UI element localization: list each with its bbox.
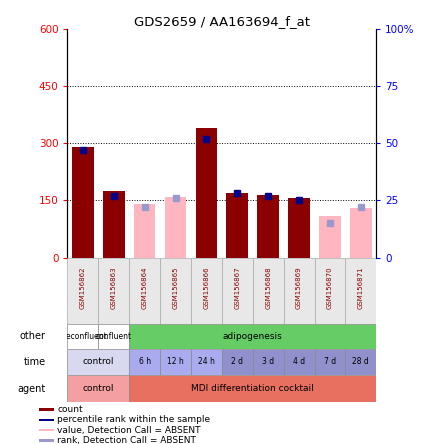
Text: GSM156868: GSM156868 bbox=[265, 266, 270, 309]
Bar bbox=[67, 324, 98, 349]
Bar bbox=[221, 349, 252, 375]
Text: 7 d: 7 d bbox=[323, 357, 335, 366]
Bar bbox=[39, 408, 54, 411]
Bar bbox=[39, 440, 54, 442]
Bar bbox=[67, 258, 98, 324]
Text: confluent: confluent bbox=[95, 332, 132, 341]
Bar bbox=[288, 198, 309, 258]
Text: value, Detection Call = ABSENT: value, Detection Call = ABSENT bbox=[57, 426, 201, 435]
Bar bbox=[67, 375, 129, 402]
Bar bbox=[39, 429, 54, 431]
Text: 2 d: 2 d bbox=[231, 357, 243, 366]
Bar bbox=[129, 349, 160, 375]
Text: 6 h: 6 h bbox=[138, 357, 150, 366]
Bar bbox=[98, 258, 129, 324]
Text: GSM156867: GSM156867 bbox=[234, 266, 240, 309]
Text: GSM156866: GSM156866 bbox=[203, 266, 209, 309]
Bar bbox=[129, 375, 375, 402]
Text: GSM156865: GSM156865 bbox=[172, 266, 178, 309]
Bar bbox=[319, 216, 340, 258]
Text: MDI differentiation cocktail: MDI differentiation cocktail bbox=[191, 384, 313, 393]
Bar bbox=[345, 349, 375, 375]
Bar bbox=[191, 258, 221, 324]
Bar bbox=[314, 258, 345, 324]
Bar bbox=[72, 147, 93, 258]
Text: 24 h: 24 h bbox=[197, 357, 214, 366]
Bar bbox=[129, 324, 375, 349]
Bar bbox=[160, 258, 191, 324]
Text: preconfluent: preconfluent bbox=[58, 332, 107, 341]
Text: GSM156862: GSM156862 bbox=[80, 266, 85, 309]
Text: 12 h: 12 h bbox=[167, 357, 184, 366]
Bar bbox=[67, 349, 129, 375]
Text: GSM156870: GSM156870 bbox=[326, 266, 332, 309]
Text: 3 d: 3 d bbox=[262, 357, 273, 366]
Bar bbox=[314, 349, 345, 375]
Bar bbox=[129, 258, 160, 324]
Text: GSM156863: GSM156863 bbox=[111, 266, 116, 309]
Bar bbox=[221, 258, 252, 324]
Text: other: other bbox=[20, 331, 46, 341]
Bar bbox=[283, 349, 314, 375]
Bar bbox=[226, 193, 247, 258]
Bar bbox=[252, 258, 283, 324]
Bar bbox=[252, 349, 283, 375]
Text: GSM156871: GSM156871 bbox=[357, 266, 363, 309]
Text: time: time bbox=[23, 357, 46, 367]
Text: adipogenesis: adipogenesis bbox=[222, 332, 282, 341]
Text: 4 d: 4 d bbox=[293, 357, 304, 366]
Title: GDS2659 / AA163694_f_at: GDS2659 / AA163694_f_at bbox=[134, 15, 309, 28]
Bar bbox=[103, 191, 124, 258]
Bar bbox=[191, 349, 221, 375]
Text: percentile rank within the sample: percentile rank within the sample bbox=[57, 416, 210, 424]
Bar bbox=[349, 208, 371, 258]
Text: control: control bbox=[82, 384, 114, 393]
Text: agent: agent bbox=[17, 384, 46, 393]
Text: GSM156869: GSM156869 bbox=[296, 266, 301, 309]
Bar bbox=[160, 349, 191, 375]
Bar bbox=[345, 258, 375, 324]
Bar bbox=[164, 197, 186, 258]
Text: control: control bbox=[82, 357, 114, 366]
Text: 28 d: 28 d bbox=[352, 357, 368, 366]
Bar bbox=[257, 194, 278, 258]
Text: count: count bbox=[57, 405, 83, 414]
Bar bbox=[98, 324, 129, 349]
Bar bbox=[39, 419, 54, 421]
Bar bbox=[283, 258, 314, 324]
Text: GSM156864: GSM156864 bbox=[141, 266, 147, 309]
Bar bbox=[134, 204, 155, 258]
Text: rank, Detection Call = ABSENT: rank, Detection Call = ABSENT bbox=[57, 436, 196, 444]
Bar bbox=[195, 128, 217, 258]
